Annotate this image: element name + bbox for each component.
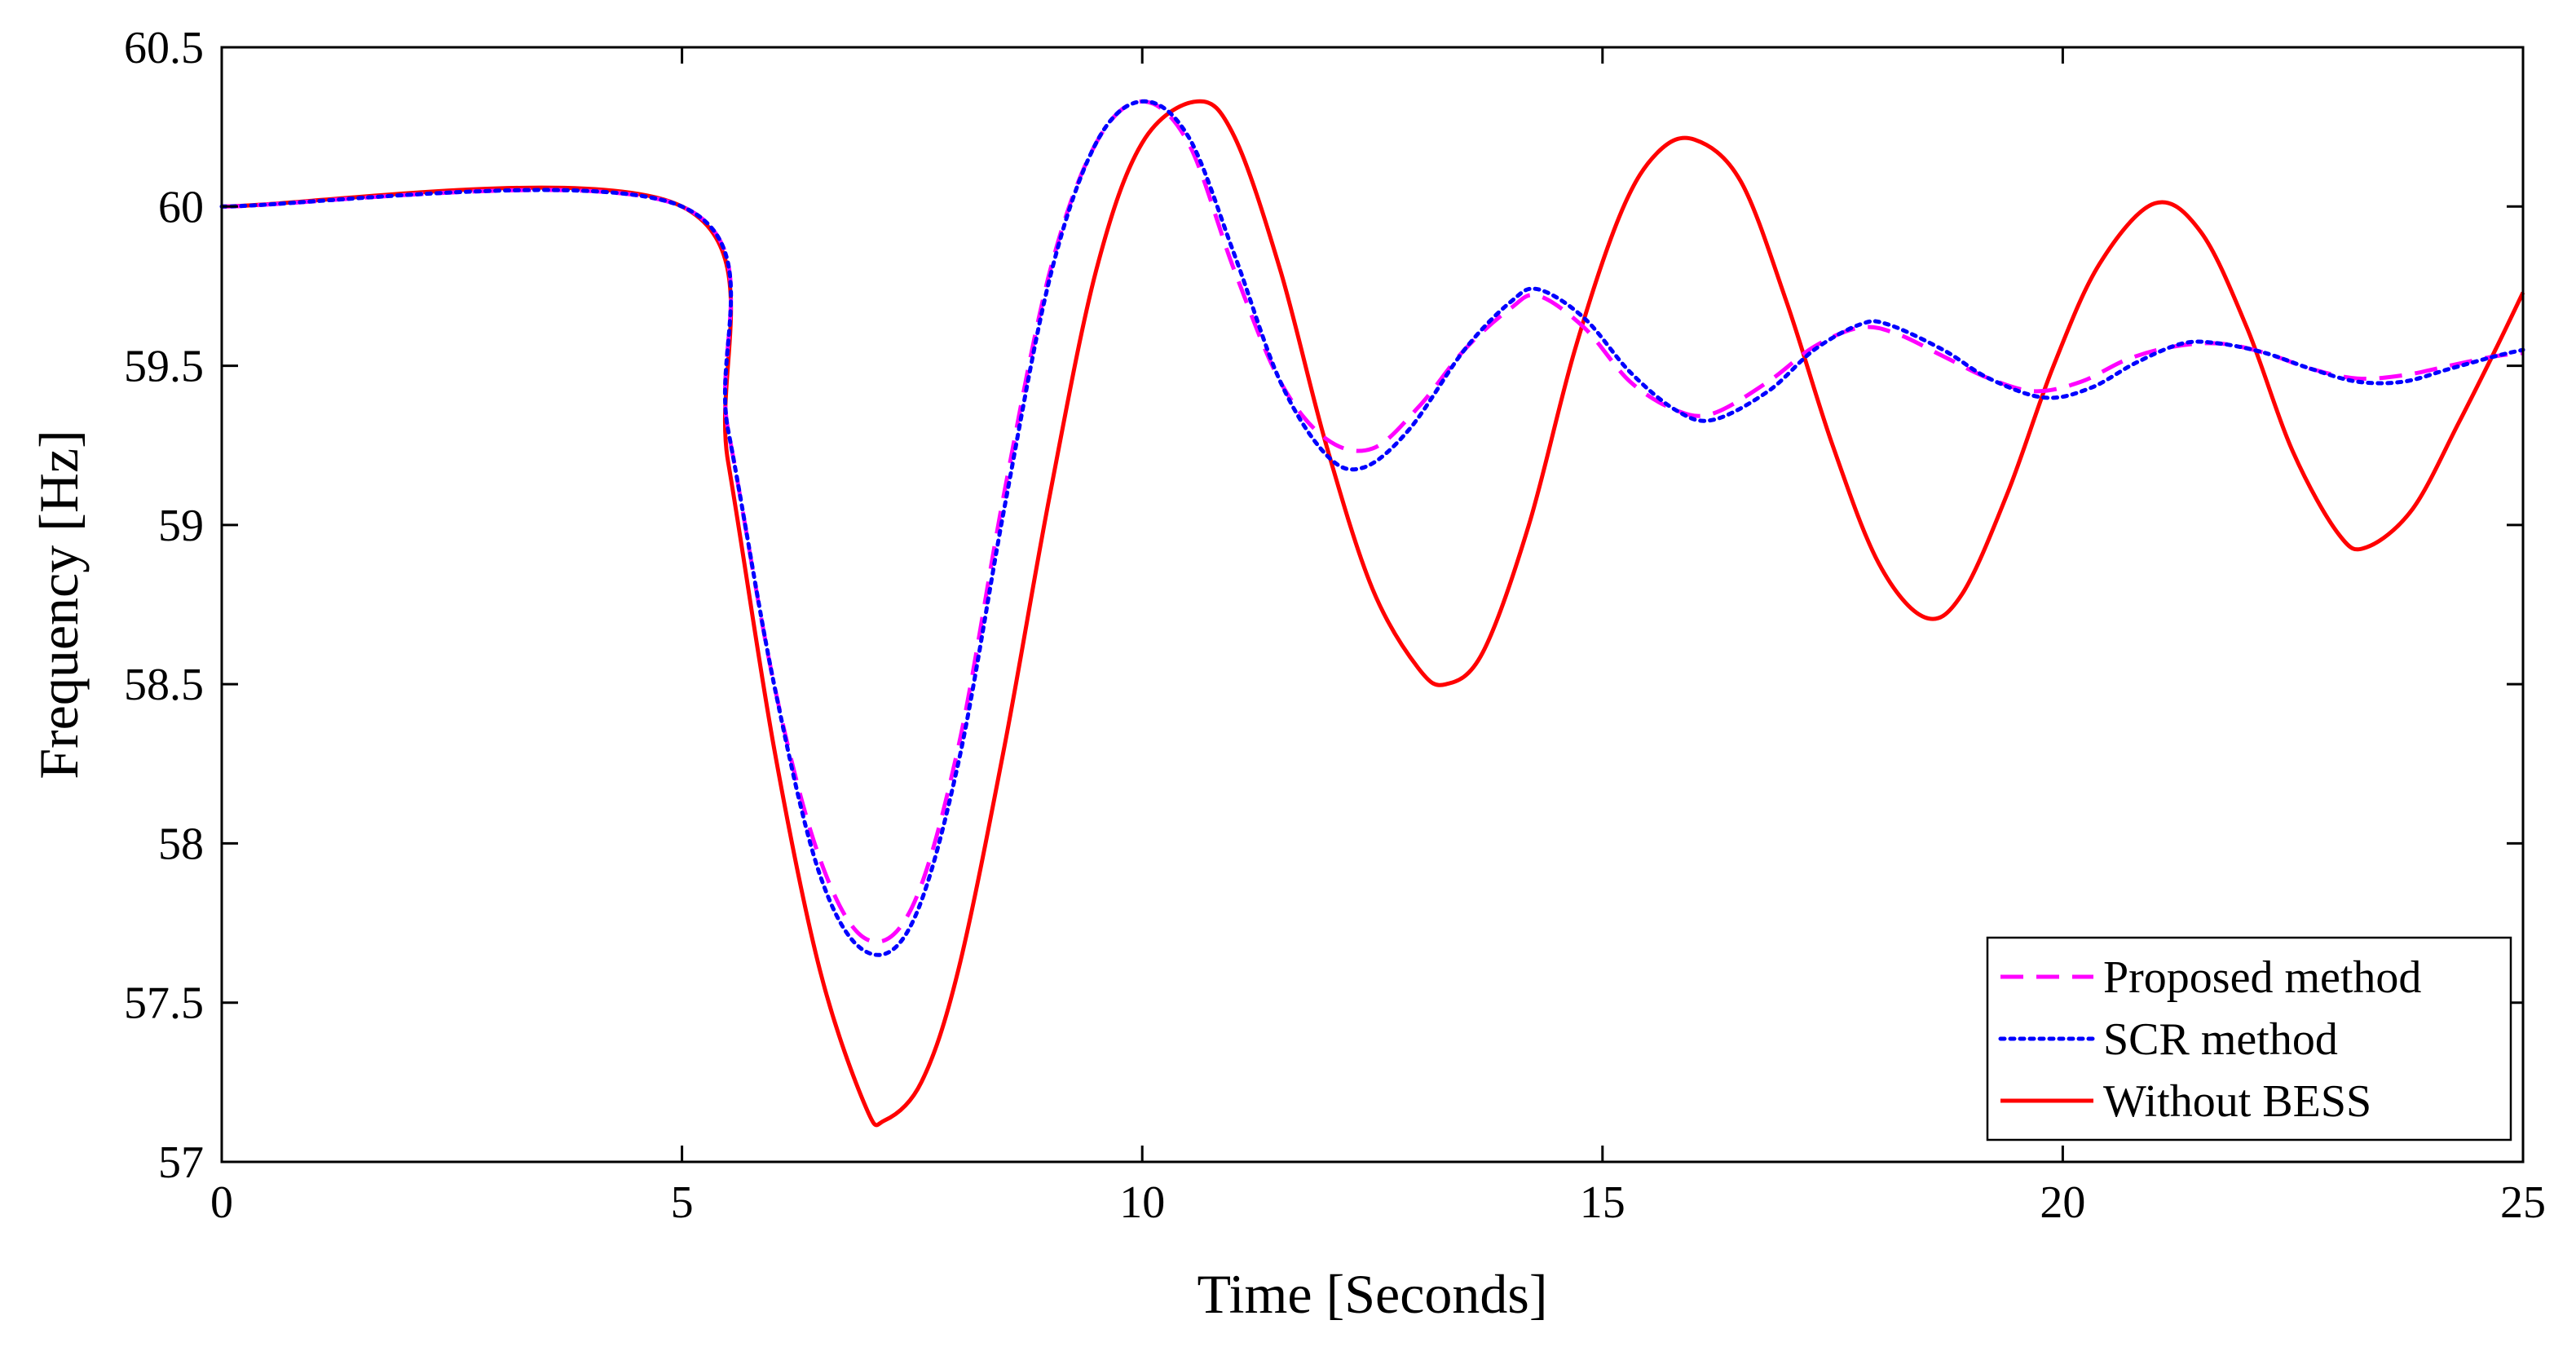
plot-frame	[220, 46, 2525, 1164]
legend-label: Without BESS	[2103, 1076, 2371, 1127]
y-axis-label: Frequency [Hz]	[28, 430, 90, 779]
y-tick-label: 59.5	[124, 342, 204, 392]
x-tick-label: 10	[1119, 1177, 1165, 1228]
legend: Proposed method SCR method Without BESS	[1986, 936, 2512, 1141]
x-axis-label: Time [Seconds]	[1197, 1263, 1547, 1325]
legend-label: SCR method	[2103, 1014, 2338, 1065]
y-tick-label: 58.5	[124, 660, 204, 710]
y-tick-label: 60	[158, 182, 204, 232]
x-tick-label: 20	[2040, 1177, 2085, 1228]
x-tick-label: 25	[2500, 1177, 2546, 1228]
series-line-proposed-method	[221, 99, 2524, 944]
legend-label: Proposed method	[2103, 952, 2421, 1003]
y-tick-label: 59	[158, 501, 204, 551]
series-line-without-bess	[221, 99, 2525, 1128]
x-tick-label: 5	[671, 1177, 694, 1228]
series-layer	[219, 99, 2525, 1128]
x-tick-label: 15	[1580, 1177, 1625, 1228]
y-tick-label: 58	[158, 819, 204, 869]
y-tick-label: 60.5	[124, 23, 204, 73]
y-tick-label: 57.5	[124, 978, 204, 1029]
ticks-layer: 0 5 10 15 20 25 57 57.5 58 58.5 59 59.5 60 60.5	[124, 23, 2546, 1228]
series-line-scr-method	[219, 99, 2525, 957]
x-tick-label: 0	[210, 1177, 233, 1228]
y-tick-label: 57	[158, 1137, 204, 1188]
